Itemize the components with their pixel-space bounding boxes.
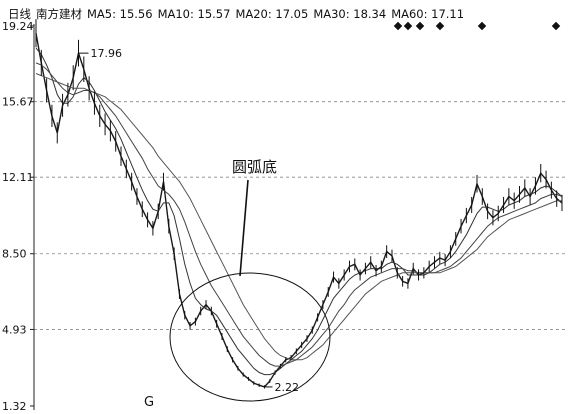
- y-tick-label: 1.32: [2, 400, 27, 410]
- title-part: MA60: 17.11: [391, 7, 464, 21]
- top-marker: [477, 21, 487, 31]
- title-part: 南方建材: [36, 7, 82, 21]
- y-tick-label: 8.50: [2, 248, 27, 261]
- top-marker: [393, 21, 403, 31]
- title-part: MA20: 17.05: [235, 7, 308, 21]
- top-marker: [403, 21, 413, 31]
- x-marker-label: G: [144, 395, 154, 410]
- chart-title: 日线 南方建材 MA5: 15.56 MA10: 15.57 MA20: 17.05 MA…: [8, 7, 464, 21]
- top-marker: [435, 21, 445, 31]
- rounding-bottom-ellipse: [169, 272, 331, 402]
- series-layer: [35, 19, 563, 389]
- title-part: MA30: 18.34: [313, 7, 386, 21]
- marker-layer: [393, 21, 561, 31]
- low-value-label: 2.22: [274, 381, 299, 394]
- top-marker: [415, 21, 425, 31]
- y-tick-label: 15.67: [2, 96, 34, 109]
- title-part: MA5: 15.56: [87, 7, 153, 21]
- title-part: MA10: 15.57: [158, 7, 231, 21]
- ma-line-2: [35, 62, 563, 367]
- high-value-label: 17.96: [91, 47, 123, 60]
- y-tick-label: 12.11: [2, 171, 34, 184]
- ma-line-1: [35, 47, 563, 376]
- title-part: 日线: [8, 7, 31, 21]
- rounding-bottom-label: 圆弧底: [232, 158, 277, 176]
- ma-line-0: [35, 33, 563, 388]
- grid-layer: [34, 101, 566, 330]
- y-tick-label: 4.93: [2, 323, 27, 336]
- y-tick-label: 19.24: [2, 20, 34, 33]
- annotation-layer: 17.96 2.22 圆弧底 G: [78, 47, 331, 410]
- ma-line-3: [35, 73, 562, 361]
- pointer-line: [239, 179, 249, 277]
